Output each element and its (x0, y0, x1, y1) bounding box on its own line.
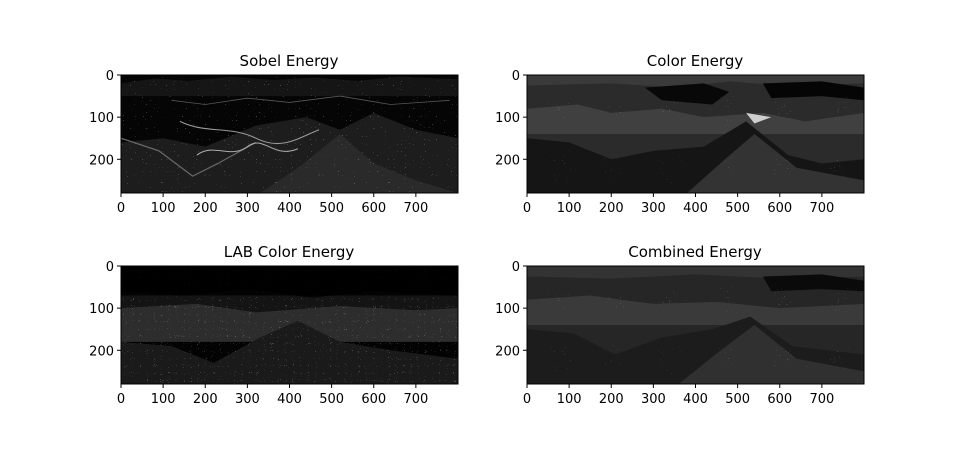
panel-sobel-energy: Sobel Energy 0 100 200 300 400 500 600 700 0 100… (89, 52, 459, 216)
y-tick-label: 200 (495, 153, 520, 168)
x-axis: 0 100 200 300 400 500 600 700 (117, 384, 428, 407)
x-tick-label: 600 (361, 392, 386, 407)
x-tick-label: 400 (277, 392, 302, 407)
x-tick-label: 300 (641, 201, 666, 216)
x-tick-label: 700 (809, 201, 834, 216)
x-tick-label: 400 (277, 201, 302, 216)
x-tick-label: 700 (403, 201, 428, 216)
x-tick-label: 200 (599, 392, 624, 407)
y-tick-label: 100 (495, 111, 520, 126)
x-tick-label: 600 (361, 201, 386, 216)
x-tick-label: 600 (767, 201, 792, 216)
y-axis: 0 100 200 (495, 69, 527, 168)
x-tick-label: 500 (319, 392, 344, 407)
x-tick-label: 200 (193, 201, 218, 216)
y-tick-label: 100 (495, 302, 520, 317)
heatmap-image (121, 266, 458, 384)
x-tick-label: 400 (683, 201, 708, 216)
y-tick-label: 0 (106, 69, 114, 84)
x-axis: 0 100 200 300 400 500 600 700 (523, 193, 834, 216)
x-tick-label: 500 (725, 201, 750, 216)
heatmap-image (527, 75, 864, 193)
x-tick-label: 200 (599, 201, 624, 216)
y-tick-label: 0 (512, 260, 520, 275)
panel-combined-energy: Combined Energy 0 100 200 300 400 500 600 700 0… (495, 243, 865, 407)
x-tick-label: 100 (151, 201, 176, 216)
x-tick-label: 200 (193, 392, 218, 407)
y-tick-label: 200 (495, 344, 520, 359)
x-tick-label: 100 (557, 201, 582, 216)
x-axis: 0 100 200 300 400 500 600 700 (523, 384, 834, 407)
panel-title: LAB Color Energy (224, 243, 355, 261)
y-axis: 0 100 200 (89, 260, 121, 359)
x-tick-label: 300 (235, 392, 260, 407)
y-tick-label: 200 (89, 153, 114, 168)
x-tick-label: 400 (683, 392, 708, 407)
panel-title: Color Energy (647, 52, 744, 70)
x-tick-label: 0 (117, 201, 125, 216)
heatmap-image (527, 266, 864, 384)
y-tick-label: 0 (106, 260, 114, 275)
x-tick-label: 100 (151, 392, 176, 407)
panel-color-energy: Color Energy 0 100 200 300 400 500 600 700 0 100… (495, 52, 865, 216)
y-tick-label: 200 (89, 344, 114, 359)
y-tick-label: 100 (89, 302, 114, 317)
x-tick-label: 300 (235, 201, 260, 216)
x-tick-label: 700 (809, 392, 834, 407)
panel-title: Sobel Energy (240, 52, 339, 70)
panel-lab-color-energy: LAB Color Energy 0 100 200 300 400 500 600 700 … (89, 243, 459, 407)
x-tick-label: 500 (725, 392, 750, 407)
x-tick-label: 0 (523, 392, 531, 407)
panel-title: Combined Energy (628, 243, 762, 261)
x-tick-label: 500 (319, 201, 344, 216)
y-axis: 0 100 200 (89, 69, 121, 168)
y-tick-label: 100 (89, 111, 114, 126)
y-axis: 0 100 200 (495, 260, 527, 359)
x-tick-label: 0 (523, 201, 531, 216)
x-tick-label: 700 (403, 392, 428, 407)
x-tick-label: 0 (117, 392, 125, 407)
x-tick-label: 600 (767, 392, 792, 407)
heatmap-image (121, 75, 458, 193)
x-axis: 0 100 200 300 400 500 600 700 (117, 193, 428, 216)
y-tick-label: 0 (512, 69, 520, 84)
x-tick-label: 100 (557, 392, 582, 407)
x-tick-label: 300 (641, 392, 666, 407)
